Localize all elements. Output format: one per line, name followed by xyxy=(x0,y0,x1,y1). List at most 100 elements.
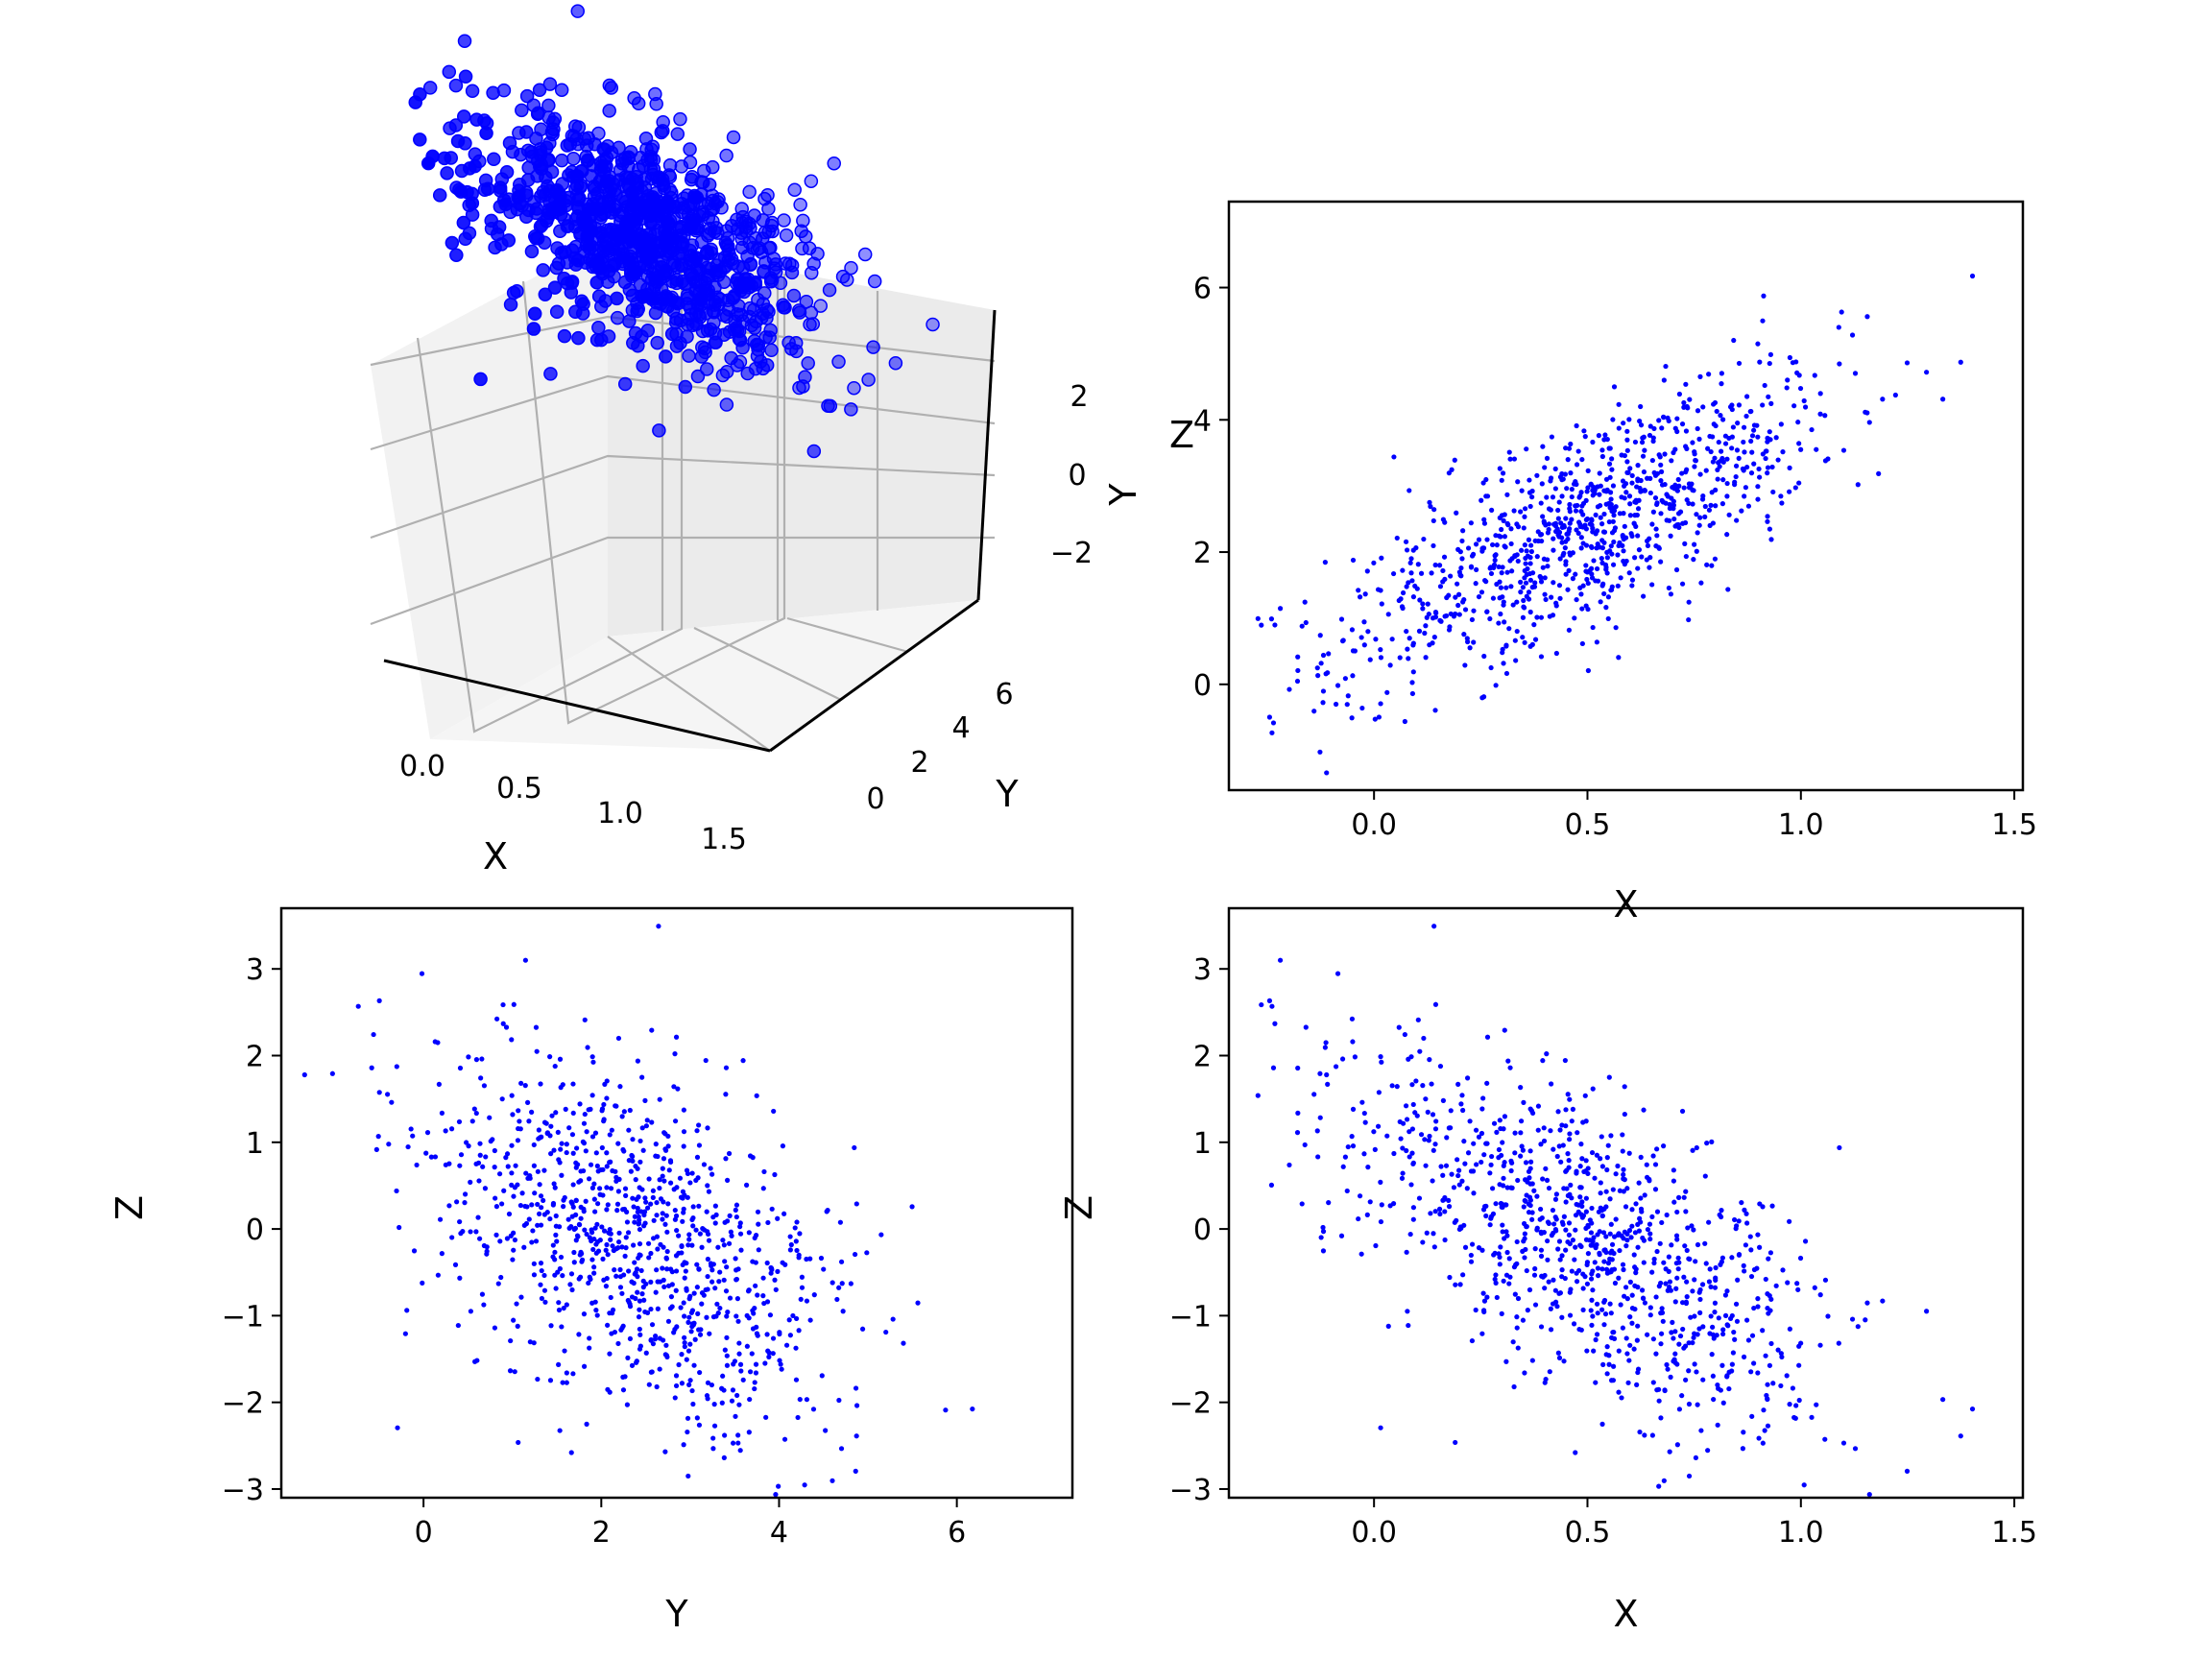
scatter-point xyxy=(1323,1040,1329,1046)
scatter-point xyxy=(1494,1294,1500,1301)
scatter-point xyxy=(1522,1231,1527,1237)
scatter-3d-point xyxy=(793,197,807,212)
scatter-point xyxy=(1333,701,1339,708)
scatter-point xyxy=(1320,700,1326,706)
scatter-point xyxy=(600,1166,606,1172)
y-axis-label: Y xyxy=(1102,483,1144,507)
scatter-3d-point xyxy=(449,248,464,262)
scatter-point xyxy=(473,1229,479,1235)
scatter-point xyxy=(1422,1137,1428,1142)
scatter-point xyxy=(475,1214,481,1220)
scatter-point xyxy=(531,1142,537,1148)
scatter-point xyxy=(449,1235,455,1240)
scatter-point xyxy=(516,1108,521,1114)
scatter-point xyxy=(638,1209,644,1214)
scatter-point xyxy=(1479,1331,1485,1336)
scatter-point xyxy=(1592,487,1598,493)
scatter-point xyxy=(529,1239,535,1245)
scatter-3d-point xyxy=(596,244,612,259)
scatter-point xyxy=(1559,1314,1565,1320)
scatter-point xyxy=(1527,561,1533,566)
scatter-point xyxy=(1715,1382,1720,1388)
scatter-point xyxy=(564,1370,569,1376)
scatter-point xyxy=(1629,1207,1635,1213)
scatter-point xyxy=(726,1240,733,1246)
scatter-point xyxy=(663,1213,669,1218)
scatter-point xyxy=(1562,545,1568,551)
scatter-point xyxy=(1567,501,1573,508)
scatter-point xyxy=(1394,535,1400,541)
scatter-point xyxy=(1510,602,1516,608)
scatter-point xyxy=(1376,1090,1382,1095)
scatter-point xyxy=(1529,1181,1535,1187)
scatter-point xyxy=(1712,399,1719,406)
scatter-point xyxy=(1527,609,1533,615)
scatter-point xyxy=(510,1257,516,1262)
scatter-point xyxy=(1778,1351,1784,1357)
scatter-point xyxy=(1303,1024,1309,1030)
scatter-point xyxy=(1706,1219,1712,1225)
scatter-point xyxy=(1532,580,1538,586)
scatter-point xyxy=(503,1024,510,1030)
scatter-point xyxy=(672,1395,678,1401)
scatter-point xyxy=(1625,1380,1631,1385)
scatter-point xyxy=(1460,1272,1466,1278)
scatter-point xyxy=(1647,565,1652,570)
scatter-point xyxy=(1482,1204,1488,1210)
scatter-point xyxy=(1685,405,1691,411)
scatter-point xyxy=(1618,1302,1623,1308)
scatter-point xyxy=(518,1294,524,1300)
scatter-point xyxy=(1464,1075,1471,1081)
scatter-point xyxy=(707,1331,712,1336)
scatter-point xyxy=(1598,515,1603,520)
scatter-point xyxy=(1640,1235,1646,1241)
scatter-point xyxy=(636,1194,641,1200)
scatter-point xyxy=(1825,1313,1831,1319)
scatter-point xyxy=(1822,1277,1829,1283)
scatter-point xyxy=(1566,627,1572,633)
scatter-point xyxy=(633,1164,638,1169)
scatter-point xyxy=(1706,507,1713,513)
scatter-point xyxy=(646,1382,652,1387)
scatter-point xyxy=(662,1221,668,1227)
scatter-point xyxy=(1373,637,1379,642)
scatter-point xyxy=(1698,580,1704,586)
scatter-point xyxy=(570,1371,576,1377)
scatter-point xyxy=(1601,437,1607,443)
scatter-point xyxy=(1635,1244,1641,1250)
scatter-point xyxy=(681,1442,686,1448)
scatter-3d-point xyxy=(580,228,594,244)
scatter-point xyxy=(663,1342,669,1348)
scatter-points xyxy=(1255,924,1976,1498)
scatter-point xyxy=(1400,1120,1407,1126)
scatter-point xyxy=(704,1314,709,1320)
scatter-point xyxy=(576,1179,582,1185)
scatter-point xyxy=(1404,584,1409,589)
scatter-point xyxy=(1745,1337,1752,1343)
scatter-point xyxy=(492,1325,498,1331)
scatter-point xyxy=(1864,1300,1870,1306)
scatter-point xyxy=(1628,531,1634,537)
tick-3d-x: 1.5 xyxy=(701,823,747,856)
scatter-point xyxy=(1661,1478,1667,1483)
scatter-point xyxy=(1441,554,1448,560)
scatter-3d-point xyxy=(469,112,484,127)
scatter-point xyxy=(1350,557,1357,564)
scatter-point xyxy=(1317,1070,1323,1076)
scatter-3d-point xyxy=(660,265,675,280)
scatter-3d-point xyxy=(591,321,606,335)
scatter-point xyxy=(1560,1142,1566,1148)
scatter-point xyxy=(1359,705,1365,711)
scatter-point xyxy=(1594,1241,1599,1248)
scatter-point xyxy=(788,1241,794,1248)
scatter-point xyxy=(1504,1249,1510,1256)
scatter-point xyxy=(1732,1336,1738,1342)
scatter-point xyxy=(624,1219,631,1225)
scatter-point xyxy=(1398,1136,1404,1142)
scatter-point xyxy=(783,1342,790,1348)
y-axis-line xyxy=(769,598,979,753)
scatter-point xyxy=(1407,1154,1412,1160)
scatter-point xyxy=(529,1109,535,1115)
scatter-point xyxy=(1464,1186,1470,1191)
